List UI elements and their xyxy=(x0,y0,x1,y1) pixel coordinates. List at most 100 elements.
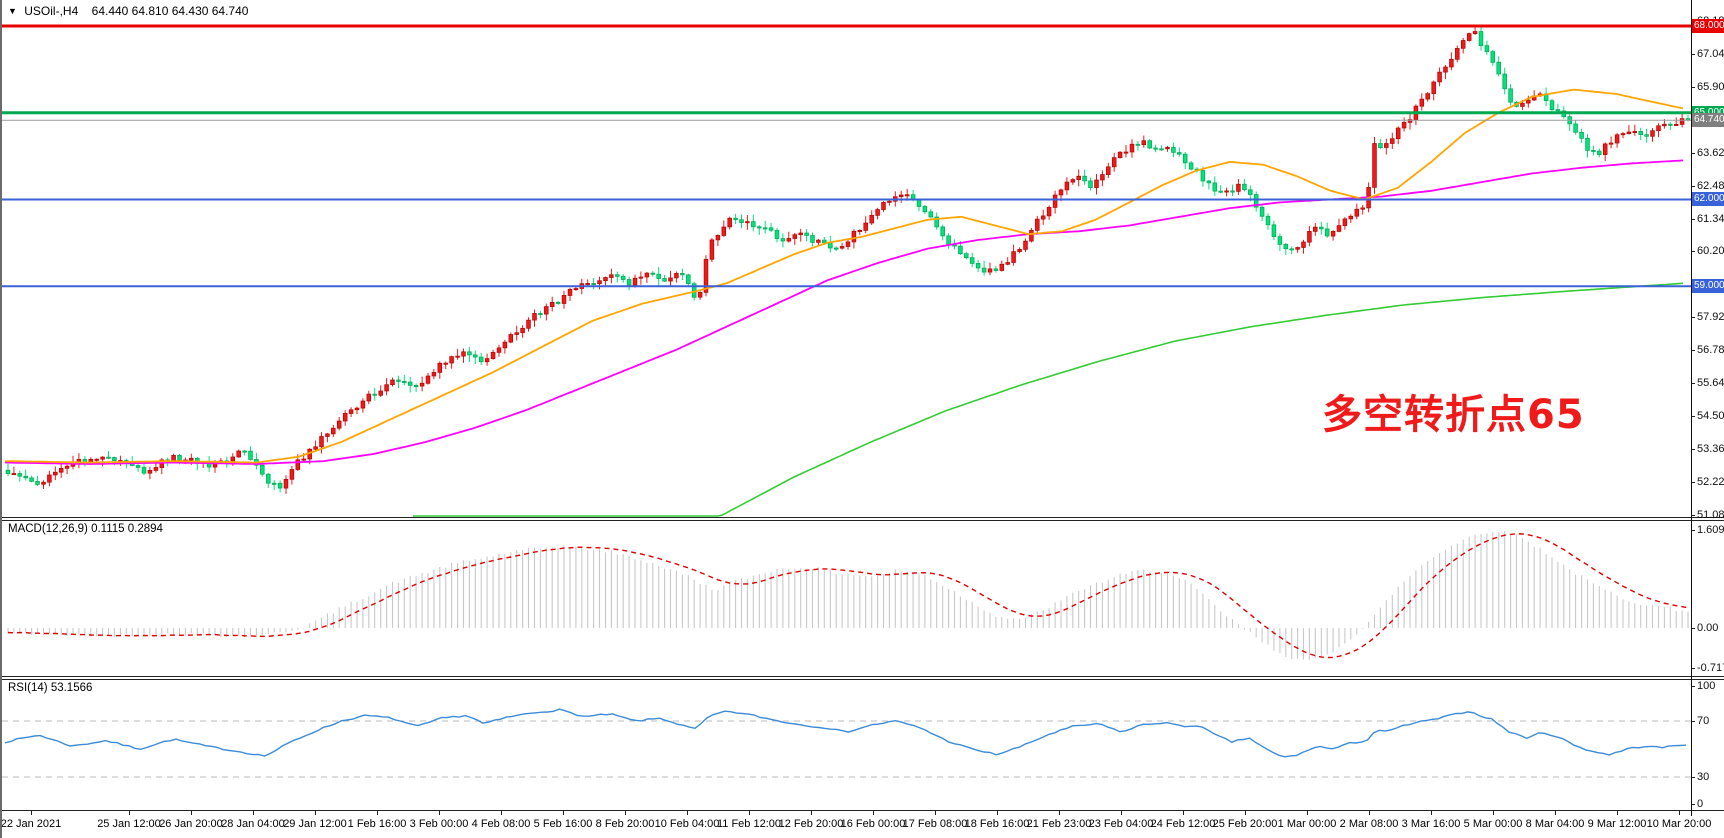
rsi-tick xyxy=(1691,686,1695,687)
price-tick xyxy=(1691,515,1695,516)
rsi-tick-label: 0 xyxy=(1697,798,1704,810)
rsi-tick-label: 100 xyxy=(1697,680,1716,692)
macd-histogram xyxy=(7,530,1689,660)
price-tick-label: 53.360 xyxy=(1697,443,1724,455)
date-label: 18 Feb 16:00 xyxy=(964,818,1030,830)
date-label: 10 Feb 04:00 xyxy=(654,818,720,830)
date-label: 1 Feb 16:00 xyxy=(347,818,407,830)
pane-divider[interactable] xyxy=(2,520,1724,521)
date-label: 26 Jan 20:00 xyxy=(159,818,223,830)
date-label: 1 Mar 00:00 xyxy=(1277,818,1337,830)
time-tick xyxy=(563,811,564,815)
macd-signal-line xyxy=(7,533,1689,659)
rsi-tick xyxy=(1691,804,1695,805)
date-label: 24 Feb 12:00 xyxy=(1150,818,1216,830)
time-tick xyxy=(31,811,32,815)
time-tick xyxy=(1493,811,1494,815)
time-tick xyxy=(1245,811,1246,815)
time-tick xyxy=(1617,811,1618,815)
ohlc-values: 64.440 64.810 64.430 64.740 xyxy=(91,4,249,18)
time-tick xyxy=(1183,811,1184,815)
price-tick xyxy=(1691,219,1695,220)
time-tick xyxy=(997,811,998,815)
date-label: 3 Feb 00:00 xyxy=(409,818,469,830)
price-tick-label: 62.480 xyxy=(1697,180,1724,192)
rsi-indicator-label: RSI(14) 53.1566 xyxy=(8,682,93,694)
ma-fast-line xyxy=(4,88,1684,464)
price-tick xyxy=(1691,416,1695,417)
chart-header: ▼ USOil-,H4 64.440 64.810 64.430 64.740 xyxy=(8,4,248,18)
date-label: 3 Mar 16:00 xyxy=(1401,818,1461,830)
price-tick-label: 55.640 xyxy=(1697,377,1724,389)
time-tick xyxy=(1431,811,1432,815)
annotation-text: 多空转折点65 xyxy=(1322,392,1585,438)
time-tick xyxy=(873,811,874,815)
time-axis-separator xyxy=(2,810,1724,811)
price-tick-label: 61.340 xyxy=(1697,213,1724,225)
date-label: 25 Feb 20:00 xyxy=(1212,818,1278,830)
time-tick xyxy=(811,811,812,815)
date-label: 28 Jan 04:00 xyxy=(221,818,285,830)
time-tick xyxy=(377,811,378,815)
price-tick xyxy=(1691,350,1695,351)
price-tick-label: 57.920 xyxy=(1697,311,1724,323)
price-badge: 64.740 xyxy=(1692,113,1724,127)
pane-divider[interactable] xyxy=(2,679,1724,680)
symbol-dropdown-icon[interactable]: ▼ xyxy=(8,6,17,16)
date-label: 16 Feb 00:00 xyxy=(840,818,906,830)
date-label: 4 Feb 08:00 xyxy=(471,818,531,830)
date-label: 11 Feb 12:00 xyxy=(716,818,782,830)
date-label: 21 Feb 23:00 xyxy=(1026,818,1092,830)
rsi-tick-label: 70 xyxy=(1697,715,1710,727)
price-badge: 68.000 xyxy=(1692,19,1724,33)
price-badge: 59.000 xyxy=(1692,279,1724,293)
date-label: 2 Mar 08:00 xyxy=(1339,818,1399,830)
price-tick-label: 67.040 xyxy=(1697,48,1724,60)
macd-tick xyxy=(1691,530,1695,531)
macd-pane[interactable] xyxy=(2,521,1691,677)
pane-divider[interactable] xyxy=(2,676,1724,677)
date-label: 22 Jan 2021 xyxy=(0,818,62,830)
macd-tick-label: 1.6093 xyxy=(1697,524,1724,536)
rsi-tick xyxy=(1691,777,1695,778)
date-label: 5 Feb 16:00 xyxy=(533,818,593,830)
time-tick xyxy=(191,811,192,815)
price-tick xyxy=(1691,383,1695,384)
pane-divider[interactable] xyxy=(2,517,1724,518)
price-tick xyxy=(1691,317,1695,318)
symbol-timeframe-label: USOil-,H4 xyxy=(24,4,79,18)
time-tick xyxy=(625,811,626,815)
price-badge: 62.000 xyxy=(1692,192,1724,206)
price-tick-label: 60.200 xyxy=(1697,245,1724,257)
price-tick xyxy=(1691,186,1695,187)
rsi-tick xyxy=(1691,721,1695,722)
price-tick xyxy=(1691,482,1695,483)
price-tick-label: 54.500 xyxy=(1697,410,1724,422)
main-chart-pane[interactable] xyxy=(2,0,1691,517)
price-tick xyxy=(1691,87,1695,88)
time-tick xyxy=(1121,811,1122,815)
date-label: 9 Mar 12:00 xyxy=(1587,818,1647,830)
price-tick-label: 65.900 xyxy=(1697,81,1724,93)
price-axis-line xyxy=(1691,0,1692,816)
date-label: 8 Mar 04:00 xyxy=(1525,818,1585,830)
date-label: 10 Mar 20:00 xyxy=(1646,818,1712,830)
rsi-pane[interactable] xyxy=(2,680,1691,810)
candles-layer xyxy=(5,24,1691,494)
rsi-line xyxy=(4,708,1687,758)
date-label: 25 Jan 12:00 xyxy=(97,818,161,830)
time-tick xyxy=(439,811,440,815)
time-tick xyxy=(315,811,316,815)
price-tick xyxy=(1691,449,1695,450)
time-tick xyxy=(1555,811,1556,815)
price-tick-label: 56.780 xyxy=(1697,344,1724,356)
price-tick xyxy=(1691,54,1695,55)
date-label: 29 Jan 12:00 xyxy=(283,818,347,830)
time-tick xyxy=(1059,811,1060,815)
time-tick xyxy=(935,811,936,815)
date-label: 12 Feb 20:00 xyxy=(778,818,844,830)
price-tick-label: 63.620 xyxy=(1697,147,1724,159)
rsi-tick-label: 30 xyxy=(1697,771,1710,783)
macd-tick xyxy=(1691,628,1695,629)
